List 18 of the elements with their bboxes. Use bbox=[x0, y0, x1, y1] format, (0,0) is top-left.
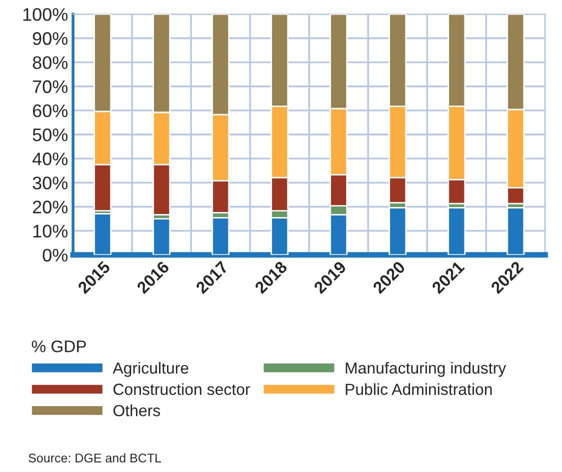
y-tick-label: 60% bbox=[32, 104, 68, 118]
legend-label: Agriculture bbox=[112, 362, 188, 377]
y-tick-label: 80% bbox=[32, 56, 68, 70]
y-tick-label: 0% bbox=[42, 248, 68, 262]
legend-label: Construction sector bbox=[114, 383, 250, 395]
y-tick-label: 70% bbox=[32, 80, 68, 94]
y-tick-label: 10% bbox=[33, 224, 68, 238]
legend-label: Manufacturing industry bbox=[346, 362, 506, 377]
y-tick-label: 100% bbox=[23, 8, 68, 21]
legend-label: Others bbox=[113, 404, 160, 416]
y-tick-label: 90% bbox=[32, 32, 68, 45]
y-tick-label: 40% bbox=[32, 152, 68, 166]
legend-title: % GDP bbox=[32, 340, 86, 352]
y-tick-label: 50% bbox=[32, 128, 68, 142]
y-tick-label: 30% bbox=[32, 176, 68, 190]
legend-label: Public Administration bbox=[346, 383, 492, 395]
y-tick-label: 20% bbox=[32, 200, 68, 214]
source-note: Source: DGE and BCTL bbox=[28, 453, 162, 462]
